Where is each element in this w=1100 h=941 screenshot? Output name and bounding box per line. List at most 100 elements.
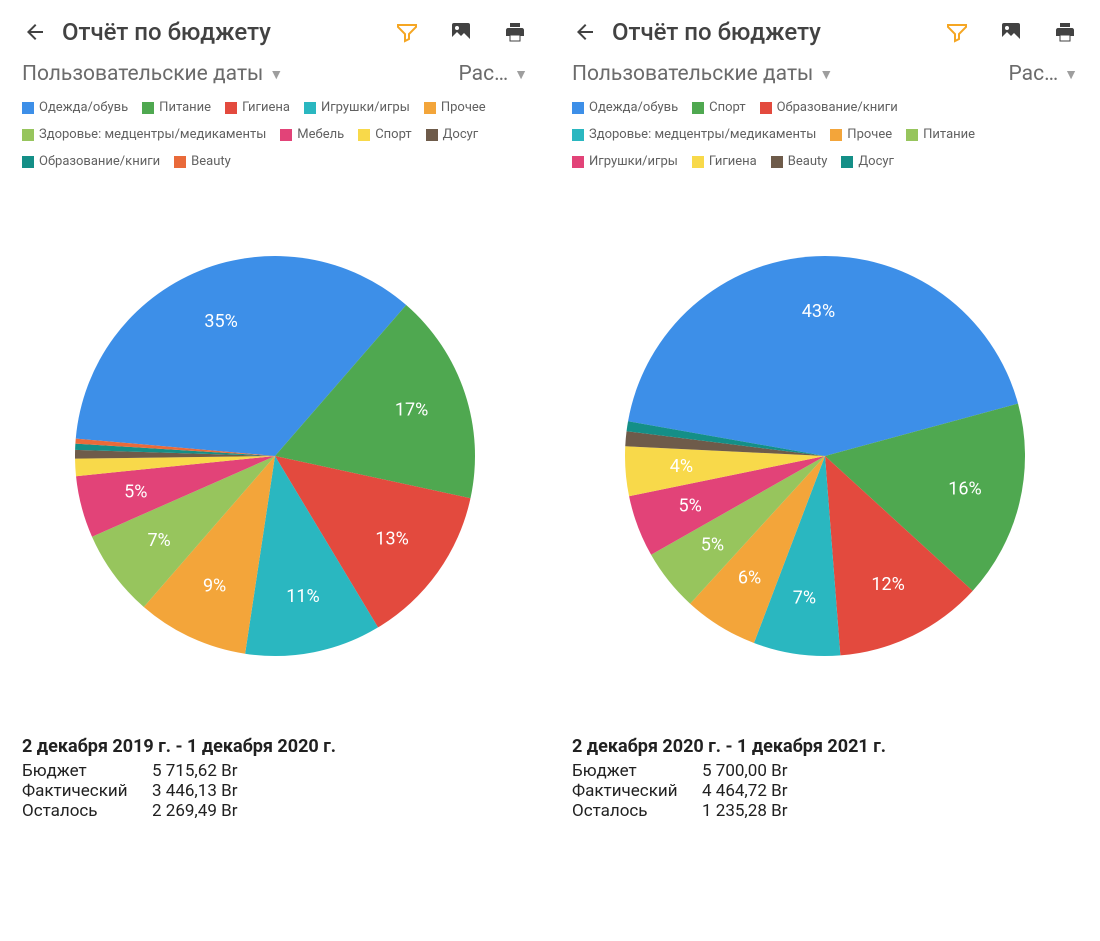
legend-item[interactable]: Прочее — [424, 98, 486, 119]
legend-swatch — [225, 102, 237, 114]
chevron-down-icon: ▼ — [269, 66, 283, 83]
legend-item[interactable]: Питание — [906, 125, 975, 146]
pie-chart[interactable]: 43%16%12%7%6%5%5%4% — [550, 176, 1100, 736]
pie-slice-label: 5% — [701, 535, 724, 556]
type-filter[interactable]: Рас… ▼ — [459, 62, 528, 86]
legend-label: Гигиена — [242, 98, 290, 119]
legend-item[interactable]: Beauty — [771, 152, 828, 173]
legend-item[interactable]: Образование/книги — [22, 152, 160, 173]
legend-item[interactable]: Мебель — [280, 125, 344, 146]
image-icon[interactable] — [448, 19, 474, 45]
legend-swatch — [572, 102, 584, 114]
legend-item[interactable]: Досуг — [426, 125, 479, 146]
summary-date-range: 2 декабря 2019 г. - 1 декабря 2020 г. — [22, 736, 528, 757]
legend-label: Здоровье: медцентры/медикаменты — [39, 125, 266, 146]
legend-label: Спорт — [375, 125, 411, 146]
legend-swatch — [426, 129, 438, 141]
legend-item[interactable]: Beauty — [174, 152, 231, 173]
summary-label: Бюджет — [22, 761, 152, 781]
summary-value: 5 700,00 Br — [702, 761, 787, 781]
legend-label: Досуг — [858, 152, 894, 173]
legend-item[interactable]: Питание — [142, 98, 211, 119]
chevron-down-icon: ▼ — [514, 66, 528, 83]
filter-icon[interactable] — [394, 19, 420, 45]
pie-chart[interactable]: 35%17%13%11%9%7%5% — [0, 176, 550, 736]
summary-row: Бюджет5 715,62 Br — [22, 761, 528, 781]
date-filter-label: Пользовательские даты — [22, 62, 263, 86]
legend-item[interactable]: Здоровье: медцентры/медикаменты — [22, 125, 266, 146]
pie-slice-label: 4% — [670, 456, 693, 477]
legend-label: Beauty — [191, 152, 231, 173]
legend-swatch — [304, 102, 316, 114]
legend-item[interactable]: Одежда/обувь — [22, 98, 128, 119]
page-title: Отчёт по бюджету — [62, 18, 380, 46]
legend-swatch — [22, 102, 34, 114]
pie-slice-label: 5% — [679, 496, 702, 517]
summary-label: Фактический — [572, 781, 702, 801]
legend-swatch — [22, 156, 34, 168]
legend-label: Прочее — [847, 125, 892, 146]
legend-item[interactable]: Спорт — [692, 98, 745, 119]
summary-value: 2 269,49 Br — [152, 801, 237, 821]
summary-block: 2 декабря 2020 г. - 1 декабря 2021 г.Бюд… — [550, 736, 1100, 821]
pie-slice-label: 12% — [871, 575, 904, 596]
top-bar: Отчёт по бюджету — [0, 0, 550, 56]
chevron-down-icon: ▼ — [819, 66, 833, 83]
legend-item[interactable]: Образование/книги — [760, 98, 898, 119]
legend-swatch — [572, 156, 584, 168]
legend-item[interactable]: Здоровье: медцентры/медикаменты — [572, 125, 816, 146]
legend-swatch — [906, 129, 918, 141]
date-filter-label: Пользовательские даты — [572, 62, 813, 86]
legend-swatch — [692, 102, 704, 114]
legend-label: Питание — [159, 98, 211, 119]
filter-icon[interactable] — [944, 19, 970, 45]
legend-item[interactable]: Игрушки/игры — [572, 152, 678, 173]
summary-row: Фактический3 446,13 Br — [22, 781, 528, 801]
print-icon[interactable] — [502, 19, 528, 45]
legend-item[interactable]: Гигиена — [692, 152, 757, 173]
date-filter[interactable]: Пользовательские даты ▼ — [22, 62, 449, 86]
summary-date-range: 2 декабря 2020 г. - 1 декабря 2021 г. — [572, 736, 1078, 757]
summary-row: Фактический4 464,72 Br — [572, 781, 1078, 801]
summary-label: Фактический — [22, 781, 152, 801]
legend-swatch — [692, 156, 704, 168]
legend-item[interactable]: Гигиена — [225, 98, 290, 119]
legend-item[interactable]: Досуг — [841, 152, 894, 173]
legend-swatch — [830, 129, 842, 141]
print-icon[interactable] — [1052, 19, 1078, 45]
legend-item[interactable]: Прочее — [830, 125, 892, 146]
back-icon[interactable] — [22, 19, 48, 45]
date-filter[interactable]: Пользовательские даты ▼ — [572, 62, 999, 86]
type-filter[interactable]: Рас… ▼ — [1009, 62, 1078, 86]
back-icon[interactable] — [572, 19, 598, 45]
image-icon[interactable] — [998, 19, 1024, 45]
legend-label: Игрушки/игры — [589, 152, 678, 173]
summary-value: 4 464,72 Br — [702, 781, 787, 801]
summary-value: 3 446,13 Br — [152, 781, 237, 801]
top-bar: Отчёт по бюджету — [550, 0, 1100, 56]
summary-value: 5 715,62 Br — [152, 761, 237, 781]
legend-swatch — [22, 129, 34, 141]
legend-swatch — [771, 156, 783, 168]
pie-slice-label: 6% — [738, 568, 761, 589]
legend-swatch — [358, 129, 370, 141]
pie-slice-label: 7% — [793, 588, 816, 609]
legend-item[interactable]: Игрушки/игры — [304, 98, 410, 119]
legend-label: Питание — [923, 125, 975, 146]
legend-label: Гигиена — [709, 152, 757, 173]
legend-swatch — [760, 102, 772, 114]
summary-row: Осталось1 235,28 Br — [572, 801, 1078, 821]
legend-item[interactable]: Спорт — [358, 125, 411, 146]
chart-legend: Одежда/обувь Питание Гигиена Игрушки/игры Пр… — [0, 92, 550, 176]
pie-slice-label: 9% — [203, 576, 226, 597]
type-filter-label: Рас… — [1009, 62, 1059, 86]
pie-slice-label: 35% — [204, 312, 237, 333]
report-panel-left: Отчёт по бюджету Пользовательские даты ▼… — [0, 0, 550, 941]
legend-label: Прочее — [441, 98, 486, 119]
pie-slice-label: 43% — [802, 301, 835, 322]
legend-label: Beauty — [788, 152, 828, 173]
chevron-down-icon: ▼ — [1064, 66, 1078, 83]
legend-item[interactable]: Одежда/обувь — [572, 98, 678, 119]
summary-value: 1 235,28 Br — [702, 801, 787, 821]
type-filter-label: Рас… — [459, 62, 509, 86]
